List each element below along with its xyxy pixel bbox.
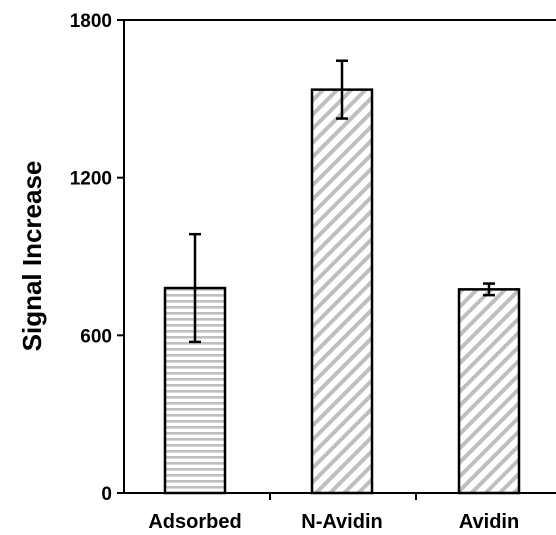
error-bar-adsorbed <box>189 232 201 344</box>
x-tick-label-n-avidin: N-Avidin <box>301 511 382 533</box>
y-tick-label: 1200 <box>70 169 112 190</box>
error-bar-avidin <box>483 282 495 297</box>
y-tick-label: 600 <box>80 326 112 347</box>
y-axis-title: Signal Increase <box>17 161 47 352</box>
bar-avidin <box>457 288 521 495</box>
error-bar-n-avidin <box>336 59 348 120</box>
x-tick-label-adsorbed: Adsorbed <box>148 511 241 533</box>
y-tick-label: 1800 <box>70 11 112 32</box>
bar-n-avidin <box>310 88 374 495</box>
error-bars <box>189 59 495 344</box>
bars <box>163 88 521 495</box>
y-ticks: 0 600 1200 1800 <box>70 11 124 505</box>
x-ticks: Adsorbed N-Avidin Avidin <box>148 493 519 533</box>
y-tick-label: 0 <box>101 484 112 505</box>
x-tick-label-avidin: Avidin <box>459 511 519 533</box>
